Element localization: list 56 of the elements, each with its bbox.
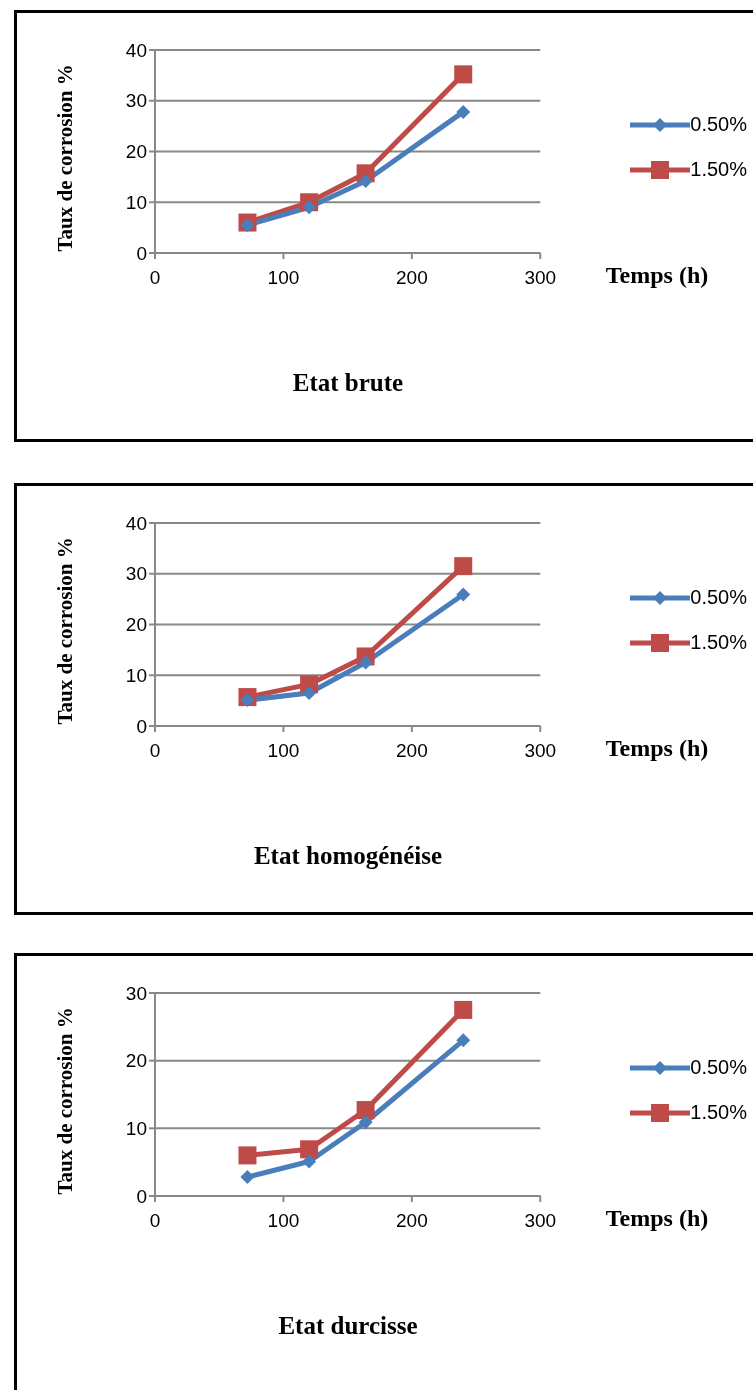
x-tick-label: 100 bbox=[267, 740, 300, 762]
legend-label: 0.50% bbox=[690, 1056, 747, 1079]
y-tick-label: 20 bbox=[125, 1050, 147, 1072]
y-tick-label: 30 bbox=[125, 563, 147, 585]
y-tick-label: 10 bbox=[125, 1118, 147, 1140]
x-axis-title: Temps (h) bbox=[605, 262, 709, 288]
point bbox=[456, 104, 471, 119]
y-axis-title: Taux de corrosion % bbox=[53, 537, 78, 725]
point bbox=[238, 1146, 257, 1165]
point bbox=[302, 200, 317, 215]
point bbox=[356, 1101, 375, 1120]
point bbox=[358, 1115, 373, 1130]
legend-label: 1.50% bbox=[690, 631, 747, 654]
legend-label: 0.50% bbox=[690, 113, 747, 136]
point bbox=[240, 218, 255, 233]
y-tick-label: 30 bbox=[125, 90, 147, 112]
y-tick-label: 40 bbox=[125, 39, 147, 61]
x-tick-label: 200 bbox=[396, 740, 428, 762]
y-tick-label: 0 bbox=[136, 715, 147, 737]
x-tick-label: 200 bbox=[396, 1210, 428, 1232]
point bbox=[300, 1140, 319, 1159]
y-tick-label: 0 bbox=[136, 242, 147, 264]
point bbox=[456, 587, 471, 602]
text: Etat brute bbox=[292, 369, 404, 396]
x-tick-label: 300 bbox=[524, 267, 557, 289]
point bbox=[454, 65, 473, 84]
y-tick-label: 20 bbox=[125, 141, 147, 163]
point bbox=[454, 557, 473, 576]
y-tick-label: 10 bbox=[125, 664, 147, 686]
point bbox=[454, 1000, 473, 1019]
y-tick-label: 20 bbox=[125, 614, 147, 636]
x-tick-label: 300 bbox=[524, 1210, 557, 1232]
point bbox=[302, 686, 317, 701]
y-tick-label: 0 bbox=[136, 1185, 147, 1207]
legend-label: 0.50% bbox=[690, 586, 747, 609]
legend-label: 1.50% bbox=[690, 1101, 747, 1124]
point bbox=[358, 173, 373, 188]
y-axis-title: Taux de corrosion % bbox=[53, 1007, 78, 1195]
x-tick-label: 300 bbox=[524, 740, 557, 762]
x-tick-label: 100 bbox=[267, 1210, 300, 1232]
x-axis-title: Temps (h) bbox=[605, 1205, 709, 1231]
text: Etat homogénéise bbox=[253, 842, 443, 869]
x-tick-label: 100 bbox=[267, 267, 300, 289]
y-tick-label: 40 bbox=[125, 512, 147, 534]
point bbox=[240, 693, 255, 708]
x-axis-title: Temps (h) bbox=[605, 735, 709, 761]
y-axis-title: Taux de corrosion % bbox=[53, 64, 78, 252]
x-tick-label: 200 bbox=[396, 267, 428, 289]
point bbox=[358, 655, 373, 670]
text: Etat durcisse bbox=[278, 1312, 418, 1339]
point bbox=[302, 1154, 317, 1169]
legend-label: 1.50% bbox=[690, 158, 747, 181]
point bbox=[456, 1033, 471, 1048]
point bbox=[240, 1170, 255, 1185]
y-tick-label: 10 bbox=[125, 191, 147, 213]
y-tick-label: 30 bbox=[125, 982, 147, 1004]
